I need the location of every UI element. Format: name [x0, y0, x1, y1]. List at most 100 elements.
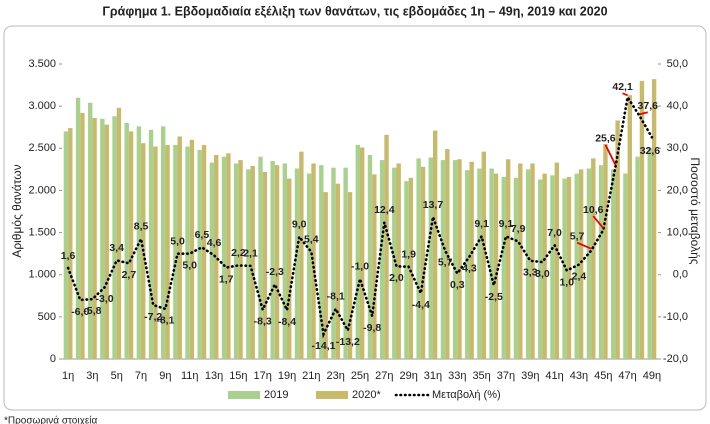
bar	[635, 156, 640, 359]
bar	[445, 149, 450, 359]
bar	[173, 144, 178, 359]
bar	[319, 165, 324, 359]
data-label: -14,1	[312, 340, 336, 352]
bar	[416, 158, 421, 359]
bar	[282, 163, 288, 359]
x-tick-label: 21η	[302, 370, 320, 382]
bar	[136, 126, 142, 359]
bar	[214, 155, 219, 359]
bar	[518, 163, 523, 359]
x-tick-label: 37η	[497, 370, 515, 382]
bar	[100, 118, 105, 360]
bar	[452, 160, 458, 359]
y2-axis-label: Ποσοστό μεταβολής	[688, 157, 702, 264]
bar	[238, 160, 243, 359]
data-label: 2,1	[243, 248, 258, 260]
data-label: -3,0	[96, 293, 114, 305]
bar	[258, 156, 263, 359]
data-label: 1,9	[401, 248, 416, 260]
legend-label: 2019	[264, 389, 288, 401]
x-tick-label: 29η	[399, 370, 417, 382]
bar	[294, 168, 300, 359]
data-label: -7,2	[144, 311, 162, 323]
data-label: -8,3	[254, 315, 272, 327]
bar	[161, 126, 166, 359]
x-tick-label: 47η	[618, 370, 636, 382]
data-label: 4,6	[207, 237, 222, 249]
bar	[335, 183, 341, 359]
bar	[440, 160, 446, 359]
y-tick-label: 3.500	[28, 58, 56, 70]
bar	[177, 136, 182, 359]
bar	[92, 117, 97, 359]
x-tick-label: 27η	[375, 370, 393, 382]
x-tick-label: 1η	[62, 370, 74, 382]
bar	[331, 167, 336, 359]
bar	[432, 130, 438, 359]
x-tick-label: 43η	[570, 370, 588, 382]
data-label: -8,4	[278, 316, 296, 328]
bar	[246, 169, 251, 359]
bar	[627, 95, 632, 359]
bar	[489, 168, 494, 359]
data-label: 5,0	[182, 259, 197, 271]
y-tick-label: 1.500	[28, 226, 56, 238]
annotation-arrow	[622, 92, 628, 97]
bar	[574, 173, 579, 359]
bar	[116, 107, 122, 359]
y-tick-label: 1.000	[28, 269, 56, 281]
data-label: 3,0	[535, 268, 550, 280]
y2-tick-label: -10,0	[663, 311, 688, 323]
x-tick-label: 15η	[229, 370, 247, 382]
annotation-arrow	[639, 111, 648, 116]
y2-tick-label: 30,0	[667, 142, 688, 154]
data-label: 2,4	[572, 270, 587, 282]
bar	[404, 181, 409, 359]
x-tick-label: 19η	[278, 370, 296, 382]
bar	[578, 169, 584, 359]
bar	[250, 165, 255, 359]
data-label: -8,1	[327, 291, 345, 303]
bar	[311, 163, 316, 359]
bar	[201, 144, 207, 359]
y-tick-label: 3.000	[28, 100, 56, 112]
data-label: 42,1	[612, 81, 633, 93]
bar	[360, 147, 365, 359]
data-label: -9,8	[363, 322, 381, 334]
x-tick-label: 35η	[472, 370, 490, 382]
data-label: -13,2	[336, 336, 360, 348]
bar	[428, 157, 433, 359]
bar	[124, 123, 129, 359]
bar	[615, 120, 620, 359]
data-label: 0,3	[450, 279, 465, 291]
data-label: -8,1	[156, 315, 174, 327]
legend-label: Μεταβολή (%)	[432, 389, 501, 401]
data-label: 9,0	[292, 219, 307, 231]
y-tick-label: 2.500	[28, 142, 56, 154]
data-label: 1,0	[559, 276, 574, 288]
data-label: -1,0	[351, 261, 369, 273]
bar	[306, 173, 312, 359]
data-label: -2,5	[485, 291, 503, 303]
bar	[221, 156, 227, 359]
y2-tick-label: 0,0	[673, 269, 688, 281]
bar	[299, 151, 304, 359]
bar	[550, 175, 555, 359]
bar	[457, 159, 462, 359]
data-label: 3,4	[109, 242, 124, 254]
y-axis-label: Αριθμός θανάτων	[10, 164, 24, 257]
data-label: 8,5	[134, 221, 149, 233]
bar	[372, 174, 377, 359]
bar	[88, 102, 93, 360]
data-label: 5,0	[170, 235, 185, 247]
bar	[513, 177, 519, 359]
footnote: *Προσωρινά στοιχεία	[4, 415, 98, 424]
annotation-arrow	[604, 144, 617, 166]
bar	[501, 176, 506, 359]
bar	[525, 169, 531, 359]
bar	[233, 163, 239, 359]
bar	[603, 144, 608, 359]
legend-swatch	[228, 391, 260, 399]
annotation-arrow	[592, 215, 604, 229]
